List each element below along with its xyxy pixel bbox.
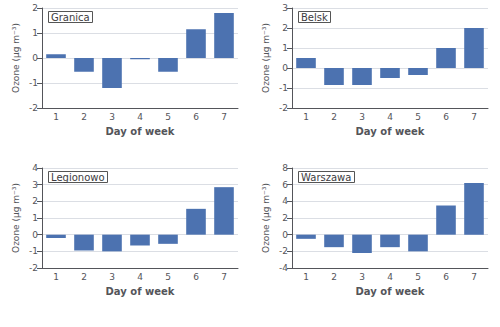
svg-text:0: 0: [282, 63, 288, 73]
svg-text:3: 3: [359, 112, 365, 122]
svg-text:-1: -1: [29, 78, 38, 88]
svg-text:Day of week: Day of week: [356, 286, 425, 297]
svg-text:7: 7: [221, 272, 227, 282]
svg-text:Warszawa: Warszawa: [301, 172, 351, 183]
svg-text:Belsk: Belsk: [301, 12, 328, 23]
svg-text:2: 2: [32, 3, 38, 13]
svg-text:1: 1: [32, 28, 38, 38]
svg-text:2: 2: [331, 112, 337, 122]
svg-text:1: 1: [303, 272, 309, 282]
svg-text:6: 6: [443, 272, 449, 282]
svg-text:Ozone (µg m⁻³): Ozone (µg m⁻³): [261, 183, 271, 253]
svg-text:1: 1: [32, 213, 38, 223]
svg-text:2: 2: [282, 23, 288, 33]
svg-text:4: 4: [387, 272, 393, 282]
svg-text:4: 4: [282, 196, 288, 206]
svg-text:7: 7: [471, 112, 477, 122]
svg-text:6: 6: [193, 272, 199, 282]
svg-text:1: 1: [303, 112, 309, 122]
svg-text:-1: -1: [279, 83, 288, 93]
svg-text:8: 8: [282, 163, 288, 173]
svg-text:-4: -4: [279, 263, 288, 273]
svg-text:3: 3: [32, 180, 38, 190]
svg-text:3: 3: [359, 272, 365, 282]
svg-text:3: 3: [282, 3, 288, 13]
svg-text:-2: -2: [279, 246, 288, 256]
svg-text:Ozone (µg m⁻³): Ozone (µg m⁻³): [261, 23, 271, 93]
svg-text:Legionowo: Legionowo: [51, 172, 105, 183]
svg-text:4: 4: [32, 163, 38, 173]
svg-text:Ozone (µg m⁻³): Ozone (µg m⁻³): [11, 183, 21, 253]
svg-text:-2: -2: [29, 263, 38, 273]
svg-text:5: 5: [415, 272, 421, 282]
svg-text:4: 4: [137, 272, 143, 282]
svg-text:Day of week: Day of week: [356, 126, 425, 137]
svg-text:1: 1: [53, 272, 59, 282]
svg-text:5: 5: [165, 112, 171, 122]
svg-text:1: 1: [53, 112, 59, 122]
svg-text:2: 2: [331, 272, 337, 282]
svg-text:4: 4: [137, 112, 143, 122]
svg-text:0: 0: [32, 53, 38, 63]
svg-text:0: 0: [282, 230, 288, 240]
svg-text:3: 3: [109, 112, 115, 122]
svg-text:7: 7: [471, 272, 477, 282]
svg-text:Ozone (µg m⁻³): Ozone (µg m⁻³): [11, 23, 21, 93]
svg-text:2: 2: [81, 112, 87, 122]
svg-text:2: 2: [32, 196, 38, 206]
svg-text:-1: -1: [29, 246, 38, 256]
svg-text:3: 3: [109, 272, 115, 282]
svg-text:0: 0: [32, 230, 38, 240]
svg-text:5: 5: [415, 112, 421, 122]
svg-text:7: 7: [221, 112, 227, 122]
svg-text:-2: -2: [29, 103, 38, 113]
svg-text:Day of week: Day of week: [106, 286, 175, 297]
svg-text:2: 2: [282, 213, 288, 223]
svg-text:6: 6: [443, 112, 449, 122]
svg-text:Granica: Granica: [51, 12, 90, 23]
svg-text:1: 1: [282, 43, 288, 53]
svg-text:6: 6: [282, 180, 288, 190]
svg-text:4: 4: [387, 112, 393, 122]
svg-text:5: 5: [165, 272, 171, 282]
svg-text:2: 2: [81, 272, 87, 282]
svg-text:6: 6: [193, 112, 199, 122]
svg-text:Day of week: Day of week: [106, 126, 175, 137]
svg-text:-2: -2: [279, 103, 288, 113]
